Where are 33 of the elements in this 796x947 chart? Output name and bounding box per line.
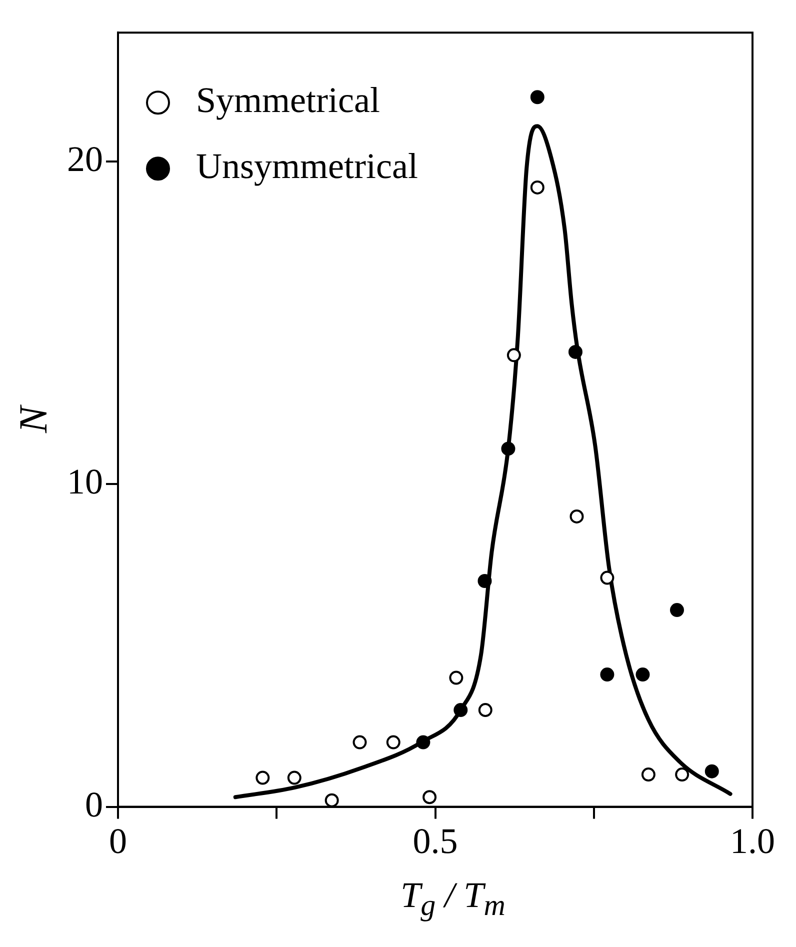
point [324, 793, 339, 807]
y-tick-label: 10 [67, 462, 103, 502]
point [670, 603, 684, 618]
legend-label: Symmetrical [196, 80, 380, 120]
y-axis-title: N [10, 404, 56, 434]
point [568, 344, 582, 359]
point [478, 574, 492, 588]
point [530, 180, 544, 194]
point [600, 668, 614, 682]
y-tick-label: 20 [67, 139, 103, 180]
point [256, 770, 270, 785]
point [449, 670, 464, 685]
point [506, 348, 521, 362]
point [416, 735, 430, 750]
point [422, 790, 437, 804]
point [675, 768, 690, 782]
point [641, 768, 656, 782]
legend-label: Unsymmetrical [196, 146, 418, 186]
point [530, 90, 544, 104]
point [352, 735, 367, 750]
point [704, 764, 719, 778]
point [501, 442, 516, 456]
point [570, 509, 584, 524]
x-tick-label: 0.5 [412, 820, 458, 861]
point [386, 735, 400, 750]
point [636, 668, 650, 682]
point [478, 703, 492, 718]
point [287, 770, 302, 785]
point [600, 570, 614, 585]
y-tick-label: 0 [85, 784, 103, 824]
point [454, 703, 468, 718]
x-axis-title: T$_{g}$ / T$_{m}$ [400, 874, 506, 924]
x-tick-label: 1.0 [730, 820, 775, 861]
